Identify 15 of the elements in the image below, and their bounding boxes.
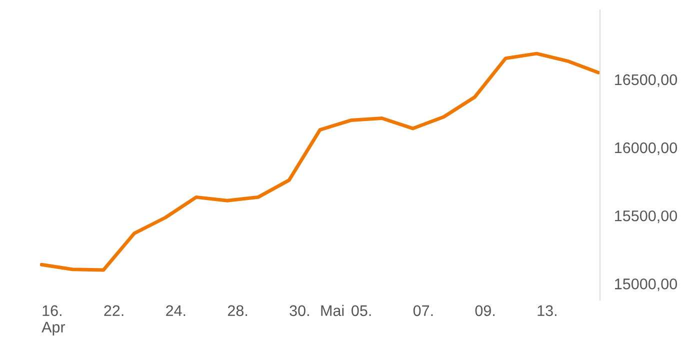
x-tick-label: 22. xyxy=(104,305,124,316)
x-tick-label: 28. xyxy=(228,305,248,316)
x-tick-label: 13. xyxy=(538,305,556,316)
line-series xyxy=(40,52,600,272)
y-tick-label: 16000,00 xyxy=(615,142,678,156)
x-tick-label: 16. Apr xyxy=(42,305,66,336)
y-tick-label: 16500,00 xyxy=(615,74,678,87)
x-tick-label: Mai xyxy=(321,304,344,316)
x-tick-label: 07. xyxy=(413,305,433,316)
x-tick-label: 30. xyxy=(290,305,309,316)
y-tick-label: 15000,00 xyxy=(615,278,678,292)
y-tick-label: 15500,00 xyxy=(615,210,678,224)
x-tick-label: 09. xyxy=(475,305,495,316)
x-tick-label: 05. xyxy=(352,305,371,316)
x-tick-label: 24. xyxy=(166,305,186,316)
